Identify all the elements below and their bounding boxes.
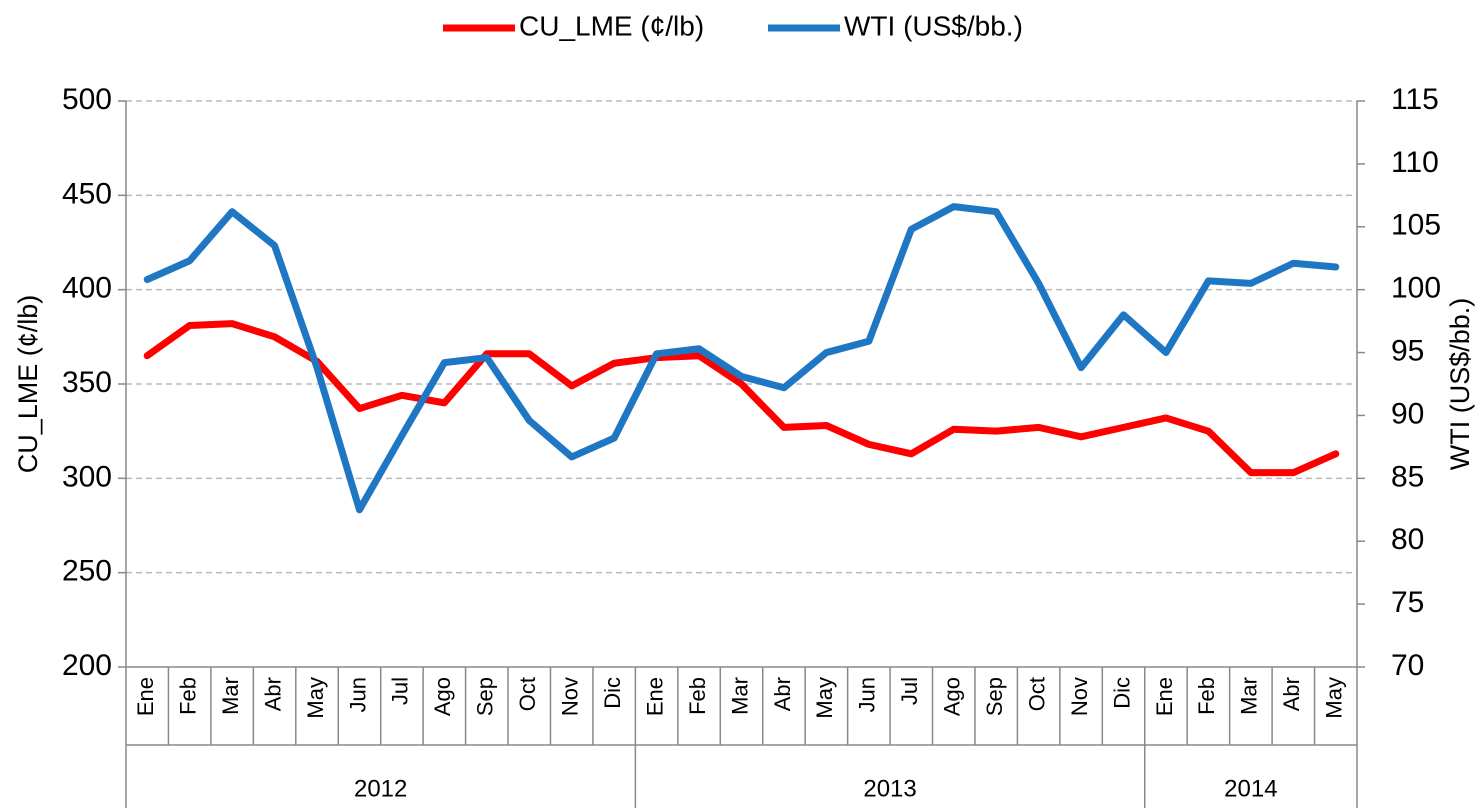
y2-tick-label: 85 <box>1391 460 1424 493</box>
x-tick-label: Sep <box>473 677 498 716</box>
x-tick-label: Ago <box>430 677 455 716</box>
x-tick-label: Jun <box>345 677 370 712</box>
series-line <box>143 320 1340 477</box>
y-tick-label: 250 <box>62 555 112 588</box>
x-tick-label: Nov <box>1067 677 1092 716</box>
x-tick-label: Oct <box>1024 677 1049 711</box>
x-tick-label: Abr <box>770 677 795 711</box>
y2-tick-label: 100 <box>1391 272 1441 305</box>
x-tick-label: Dic <box>600 677 625 709</box>
y2-tick-label: 75 <box>1391 586 1424 619</box>
y2-tick-label: 115 <box>1391 83 1439 116</box>
y2-tick-label: 70 <box>1391 649 1424 682</box>
x-tick-label: Ene <box>1152 677 1177 716</box>
x-tick-label: Sep <box>982 677 1007 716</box>
y-tick-label: 400 <box>62 272 112 305</box>
x-tick-label: May <box>303 677 328 719</box>
x-tick-label: Ago <box>940 677 965 716</box>
x-tick-label: Ene <box>642 677 667 716</box>
y2-tick-label: 110 <box>1391 146 1439 179</box>
series-line <box>143 203 1340 514</box>
legend-label: CU_LME (¢/lb) <box>519 10 704 41</box>
x-tick-label: May <box>1322 677 1347 719</box>
y2-tick-label: 90 <box>1391 397 1424 430</box>
y-tick-label: 300 <box>62 460 112 493</box>
y2-axis-title: WTI (US$/bb.) <box>1445 298 1475 471</box>
x-tick-label: Dic <box>1109 677 1134 709</box>
x-tick-label: Feb <box>685 677 710 715</box>
x-tick-label: Jul <box>388 677 413 705</box>
x-tick-label: Feb <box>1194 677 1219 715</box>
x-tick-label: Jul <box>897 677 922 705</box>
x-tick-label: Ene <box>133 677 158 716</box>
x-tick-label: Oct <box>515 677 540 711</box>
x-tick-label: Mar <box>218 677 243 715</box>
x-tick-label: May <box>812 677 837 719</box>
x-tick-label: Abr <box>260 677 285 711</box>
x-tick-label: Feb <box>175 677 200 715</box>
y-tick-label: 500 <box>62 83 112 116</box>
y-tick-label: 450 <box>62 177 112 210</box>
x-tick-label: Jun <box>855 677 880 712</box>
group-label: 2013 <box>863 775 916 802</box>
x-tick-label: Mar <box>1237 677 1262 715</box>
y-tick-label: 350 <box>62 366 112 399</box>
group-label: 2014 <box>1224 775 1277 802</box>
legend-label: WTI (US$/bb.) <box>844 10 1023 41</box>
y-tick-label: 200 <box>62 649 112 682</box>
y2-tick-label: 95 <box>1391 334 1424 367</box>
x-tick-label: Mar <box>727 677 752 715</box>
y2-tick-label: 80 <box>1391 523 1424 556</box>
x-tick-label: Nov <box>558 677 583 716</box>
y-axis-title: CU_LME (¢/lb) <box>13 295 43 474</box>
group-label: 2012 <box>354 775 407 802</box>
x-tick-label: Abr <box>1279 677 1304 711</box>
y2-tick-label: 105 <box>1391 209 1441 242</box>
